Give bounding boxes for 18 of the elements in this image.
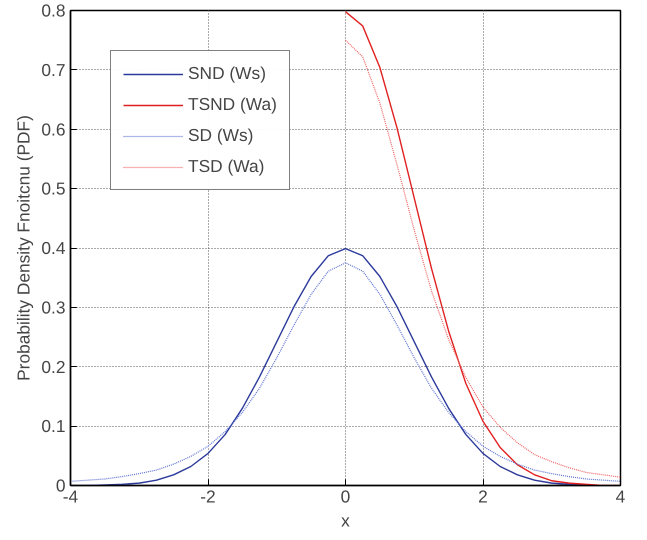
y-tick-label: 0.5 — [41, 178, 66, 199]
y-tick-label: 0.1 — [41, 416, 66, 436]
x-axis-title: x — [341, 510, 350, 530]
x-tick-label: -2 — [200, 486, 216, 506]
x-tick-label: 2 — [478, 486, 488, 506]
legend-label: TSD (Wa) — [188, 156, 264, 177]
x-tick-label: 4 — [616, 486, 626, 506]
legend-label: TSND (Wa) — [188, 94, 277, 115]
y-tick-label: 0.3 — [41, 297, 66, 318]
y-tick-label: 0.7 — [41, 60, 66, 80]
y-axis-title: Probability Density Fnoitcnu (PDF) — [13, 115, 34, 381]
x-tick-label: 0 — [340, 486, 350, 506]
y-tick-label: 0.4 — [41, 238, 66, 258]
y-tick-label: 0.6 — [41, 119, 66, 140]
legend-label: SD (Ws) — [188, 125, 254, 146]
legend-label: SND (Ws) — [188, 63, 266, 84]
y-tick-label: 0.8 — [41, 0, 66, 20]
y-tick-label: 0.2 — [41, 356, 66, 377]
